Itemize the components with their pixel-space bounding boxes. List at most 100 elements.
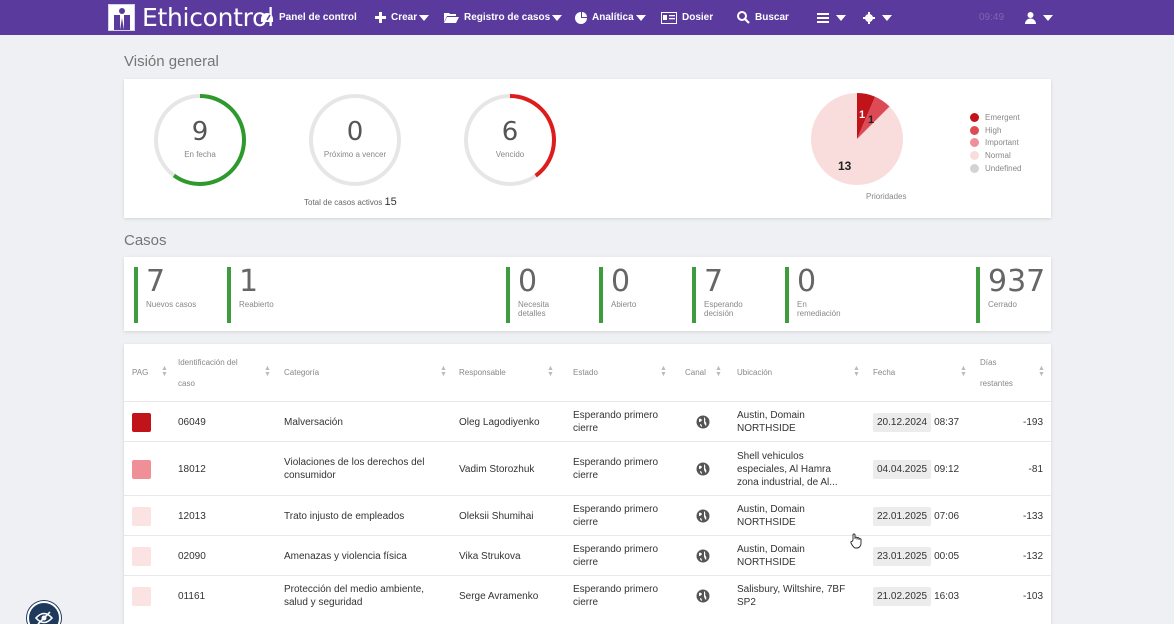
table-row[interactable]: 18012 Violaciones de los derechos del con… [124, 441, 1051, 495]
globe-icon [696, 549, 710, 563]
cell-ubicacion: Austin, Domain NORTHSIDE [737, 504, 805, 528]
cell-id: 01161 [178, 590, 206, 602]
legend-item-undefined[interactable]: Undefined [970, 162, 1021, 175]
col-header-categoria[interactable]: Categoría [284, 344, 319, 401]
nav-analitica-label: Analítica [592, 12, 634, 23]
cell-id: 06049 [178, 416, 206, 428]
gauge-vencido-value: 6 [501, 117, 519, 147]
gauge-vencido[interactable]: 6 Vencido [462, 92, 558, 188]
accessibility-toggle-button[interactable] [27, 601, 61, 624]
nav-panel-de-control[interactable]: Panel de control [260, 0, 357, 35]
stat-label-line2: remediación [797, 309, 841, 318]
stat-cerrado[interactable]: 937 Cerrado [976, 267, 1045, 323]
time-value: 00:05 [934, 550, 960, 562]
table-row[interactable]: 02090 Amenazas y violencia física Vika Str… [124, 535, 1051, 575]
nav-dosier[interactable]: Dosier [661, 0, 713, 35]
table-row[interactable]: 01161 Protección del medio ambiente, salu… [124, 575, 1051, 615]
user-icon [1025, 11, 1036, 24]
col-header-id[interactable]: Identificación del caso [178, 344, 238, 401]
cell-estado: Esperando primero cierre [573, 457, 659, 481]
sort-icon[interactable]: ▲ ▼ [1038, 365, 1045, 378]
gauge-proximo[interactable]: 0 Próximo a vencer [307, 92, 403, 188]
stat-esperando-decision[interactable]: 7 Esperando decisión [692, 267, 743, 323]
header-label: Estado [573, 368, 598, 377]
sort-icon[interactable]: ▲ ▼ [264, 365, 271, 378]
sort-icon[interactable]: ▲ ▼ [660, 365, 667, 378]
cell-dias: -193 [1022, 416, 1043, 428]
stat-abierto[interactable]: 0 Abierto [599, 267, 636, 323]
col-header-dias[interactable]: Días restantes [980, 344, 1013, 401]
legend-item-normal[interactable]: Normal [970, 149, 1021, 162]
stat-label-line1: Abierto [611, 300, 637, 309]
stat-label: Necesita detalles [518, 300, 549, 318]
pie-label-emergent: 1 [859, 109, 865, 121]
priorities-pie-chart[interactable]: 1 1 13 [810, 92, 904, 186]
stat-value: 7 [704, 264, 724, 299]
col-header-responsable[interactable]: Responsable [459, 344, 506, 401]
nav-crear[interactable]: Crear [375, 0, 430, 35]
legend-dot-icon [970, 163, 979, 173]
sort-icon[interactable]: ▲ ▼ [960, 365, 967, 378]
cell-id: 12013 [178, 510, 206, 522]
sort-icon[interactable]: ▲ ▼ [547, 365, 554, 378]
nav-buscar[interactable]: Buscar [737, 0, 789, 35]
table-row[interactable]: 12013 Trato injusto de empleados Oleksii S… [124, 495, 1051, 535]
legend-item-high[interactable]: High [970, 124, 1021, 137]
col-header-canal[interactable]: Canal [685, 344, 706, 401]
stat-value: 0 [797, 264, 817, 299]
priority-flag [132, 412, 151, 432]
cell-dias: -81 [1028, 463, 1043, 475]
gauge-proximo-label: Próximo a vencer [323, 150, 387, 159]
stat-label-line1: Esperando [704, 300, 743, 309]
nav-dosier-label: Dosier [682, 12, 714, 23]
col-header-ubicacion[interactable]: Ubicación [737, 344, 772, 401]
col-header-fecha[interactable]: Fecha [873, 344, 895, 401]
legend-item-emergent[interactable]: Emergent [970, 111, 1021, 124]
pie-slice-emergent[interactable] [857, 92, 876, 139]
cell-responsable: Vadim Storozhuk [459, 463, 535, 475]
stat-label: Cerrado [988, 300, 1045, 309]
legend-dot-icon [970, 112, 979, 122]
cell-ubicacion: Salisbury, Wiltshire, 7BF SP2 [737, 584, 846, 608]
stat-nuevos-casos[interactable]: 7 Nuevos casos [134, 267, 196, 323]
globe-icon [696, 415, 710, 429]
nav-registro-label: Registro de casos [464, 12, 551, 23]
cell-id: 18012 [178, 463, 206, 475]
col-header-pag[interactable]: PAG [132, 344, 148, 401]
stat-label-line1: Necesita [518, 300, 550, 309]
legend-item-important[interactable]: Important [970, 136, 1021, 149]
stat-necesita-detalles[interactable]: 0 Necesita detalles [506, 267, 549, 323]
cell-canal [696, 576, 712, 616]
nav-registro-de-casos[interactable]: Registro de casos [444, 0, 563, 35]
cell-canal [696, 536, 712, 576]
stat-reabierto[interactable]: 1 Reabierto [227, 267, 274, 323]
date-chip: 04.04.2025 [873, 459, 932, 479]
date-chip: 22.01.2025 [873, 506, 932, 526]
nav-settings[interactable] [863, 0, 892, 35]
stat-label: Reabierto [239, 300, 274, 309]
pie-slice-high[interactable] [857, 96, 890, 139]
sort-icon[interactable]: ▲ ▼ [440, 365, 447, 378]
stat-label-line2: decisión [704, 309, 734, 318]
brand[interactable]: Ethicontrol [108, 0, 274, 35]
cell-fecha: 20.12.2024 08:37 [873, 402, 983, 442]
legend-label: High [985, 125, 1002, 135]
nav-analitica[interactable]: Analítica [575, 0, 646, 35]
sort-icon[interactable]: ▲ ▼ [715, 365, 722, 378]
gauge-track [309, 94, 401, 186]
sort-icon[interactable]: ▲ ▼ [853, 365, 860, 378]
cell-responsable: Serge Avramenko [459, 590, 539, 602]
cell-dias: -132 [1022, 550, 1043, 562]
col-header-estado[interactable]: Estado [573, 344, 598, 401]
nav-user[interactable] [1025, 0, 1053, 35]
sort-icon[interactable]: ▲ ▼ [161, 365, 168, 378]
gauge-en-fecha[interactable]: 9 En fecha [152, 92, 248, 188]
gauge-proximo-value: 0 [346, 117, 364, 147]
stat-label: Esperando decisión [704, 300, 743, 318]
stat-en-remediacion[interactable]: 0 En remediación [785, 267, 841, 323]
casos-stats-panel: 7 Nuevos casos 1 Reabierto 0 Necesita detall… [124, 257, 1051, 331]
cell-categoria: Amenazas y violencia física [284, 550, 407, 562]
gauge-progress-arc [154, 94, 246, 186]
table-row[interactable]: 06049 Malversación Oleg Lagodiyenko Esperan… [124, 401, 1051, 441]
nav-menu[interactable] [817, 0, 846, 35]
